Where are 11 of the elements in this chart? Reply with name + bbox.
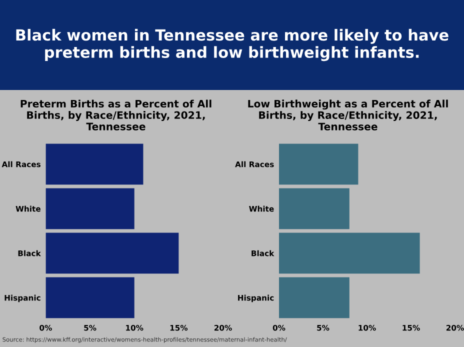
bar [46,188,134,230]
bar [46,277,134,318]
bar [279,232,420,274]
bar [279,188,350,230]
text: Black women in Tennessee are more likely to have preterm births and low birthweight infants. [16,28,448,62]
bar [279,277,350,318]
chart-title: Preterm Births as a Percent of All Births, by Race/Ethnicity, 2021, Tennessee [20,100,212,130]
bar [46,232,179,274]
bar [279,144,358,185]
chart-title: Low Birthweight as a Percent of All Births, by Race/Ethnicity, 2021, Tennessee [248,100,448,130]
bar [46,144,144,185]
